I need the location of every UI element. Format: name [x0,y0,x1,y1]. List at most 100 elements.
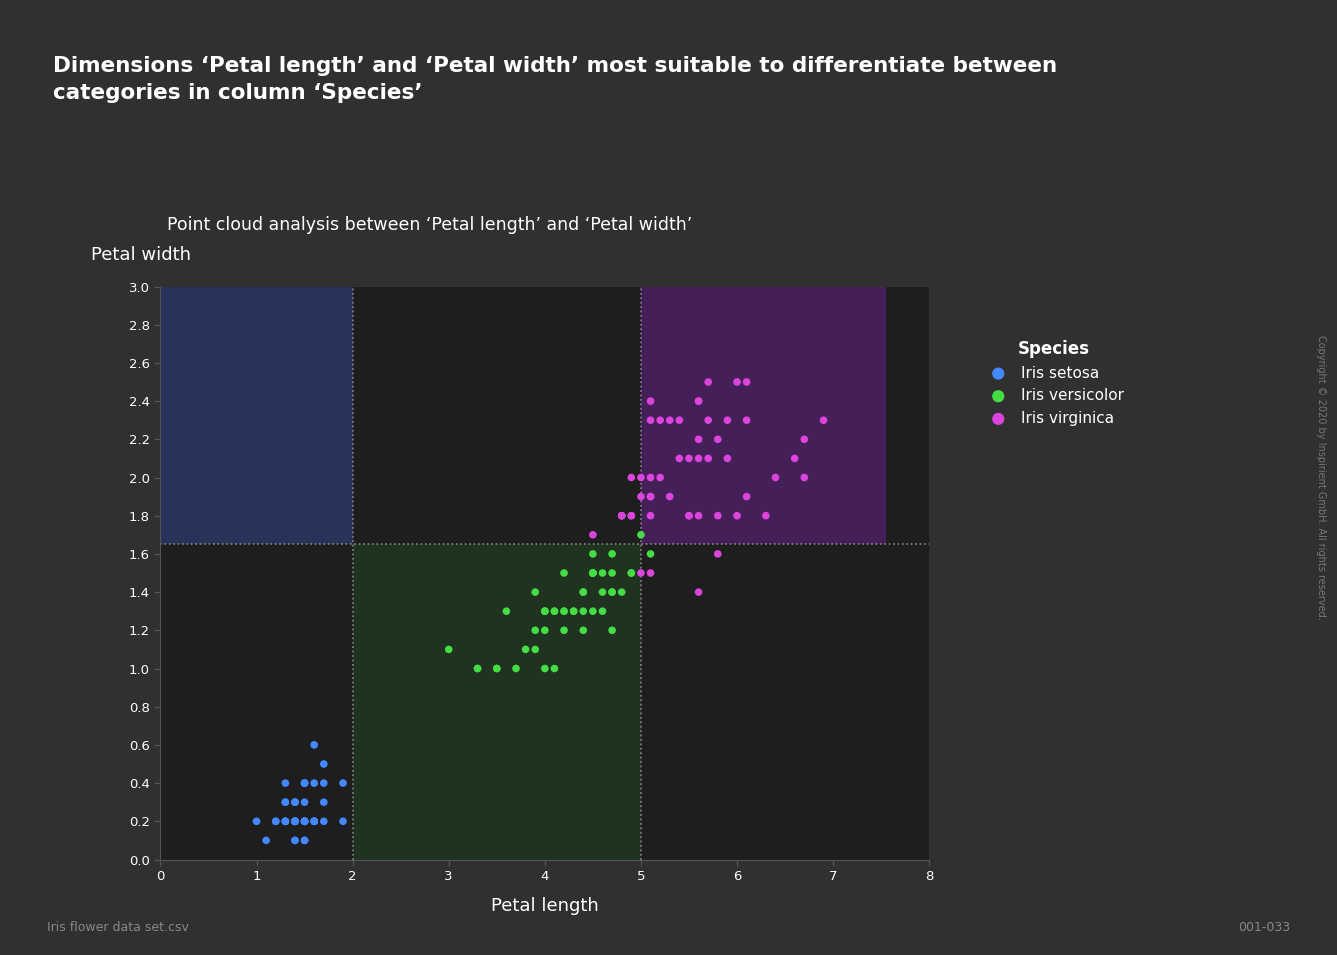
Iris virginica [678,508,699,523]
Iris setosa [294,814,316,829]
Iris setosa [294,795,316,810]
Iris setosa [285,814,306,829]
Iris setosa [274,814,295,829]
Iris versicolor [572,584,594,600]
Iris setosa [285,814,306,829]
Iris virginica [668,413,690,428]
Iris virginica [640,393,662,409]
Bar [353,544,640,860]
Iris setosa [294,833,316,848]
Iris versicolor [467,661,488,676]
Text: Iris flower data set.csv: Iris flower data set.csv [47,921,189,934]
Iris virginica [620,508,642,523]
Iris versicolor [467,661,488,676]
Iris virginica [813,413,834,428]
Iris virginica [678,451,699,466]
Iris versicolor [611,508,632,523]
Iris versicolor [524,642,545,657]
Iris virginica [668,451,690,466]
Iris virginica [717,413,738,428]
Iris virginica [765,470,786,485]
Iris versicolor [533,661,555,676]
Iris versicolor [554,623,575,638]
Iris virginica [687,393,709,409]
Iris versicolor [515,642,536,657]
Iris versicolor [544,604,566,619]
Iris setosa [294,814,316,829]
Iris setosa [313,775,334,791]
Iris setosa [274,814,295,829]
Iris setosa [303,814,325,829]
Iris virginica [726,374,747,390]
Iris setosa [294,775,316,791]
Iris virginica [678,508,699,523]
Iris setosa [294,775,316,791]
Iris virginica [687,508,709,523]
Iris setosa [313,795,334,810]
X-axis label: Petal length: Petal length [491,897,599,915]
Iris versicolor [524,623,545,638]
Iris versicolor [563,604,584,619]
Iris setosa [303,737,325,753]
Iris setosa [265,814,286,829]
Iris versicolor [487,661,508,676]
Iris virginica [794,432,816,447]
Iris setosa [285,814,306,829]
Iris virginica [687,584,709,600]
Iris versicolor [602,565,623,581]
Iris virginica [620,470,642,485]
Iris versicolor [620,565,642,581]
Iris virginica [687,451,709,466]
Iris virginica [640,489,662,504]
Iris setosa [265,814,286,829]
Iris setosa [313,814,334,829]
Iris versicolor [630,527,651,542]
Iris versicolor [582,565,603,581]
Iris virginica [582,527,603,542]
Iris versicolor [640,546,662,562]
Iris versicolor [544,661,566,676]
Iris virginica [659,413,681,428]
Iris virginica [726,508,747,523]
Iris virginica [687,432,709,447]
Iris virginica [794,470,816,485]
Iris setosa [294,775,316,791]
Iris versicolor [524,584,545,600]
Iris virginica [698,451,719,466]
Iris versicolor [533,604,555,619]
Iris virginica [640,489,662,504]
Iris versicolor [611,584,632,600]
Iris virginica [707,432,729,447]
Iris versicolor [505,661,527,676]
Iris virginica [735,413,757,428]
Iris setosa [285,795,306,810]
Iris virginica [735,374,757,390]
Iris setosa [274,775,295,791]
Iris setosa [303,814,325,829]
Iris setosa [274,795,295,810]
Iris versicolor [554,565,575,581]
Text: Dimensions ‘Petal length’ and ‘Petal width’ most suitable to differentiate betwe: Dimensions ‘Petal length’ and ‘Petal wid… [53,56,1058,103]
Iris setosa [333,814,354,829]
Iris versicolor [592,584,614,600]
Iris versicolor [533,604,555,619]
Iris virginica [640,508,662,523]
Iris virginica [707,508,729,523]
Iris virginica [611,508,632,523]
Iris versicolor [602,546,623,562]
Iris versicolor [533,604,555,619]
Iris versicolor [439,642,460,657]
Iris virginica [640,470,662,485]
Iris setosa [294,814,316,829]
Iris setosa [313,756,334,772]
Iris virginica [735,489,757,504]
Iris setosa [303,814,325,829]
Iris versicolor [602,584,623,600]
Iris setosa [285,814,306,829]
Text: 001-033: 001-033 [1238,921,1290,934]
Iris versicolor [572,584,594,600]
Iris setosa [274,795,295,810]
Bar [160,286,353,544]
Iris virginica [630,489,651,504]
Iris setosa [285,833,306,848]
